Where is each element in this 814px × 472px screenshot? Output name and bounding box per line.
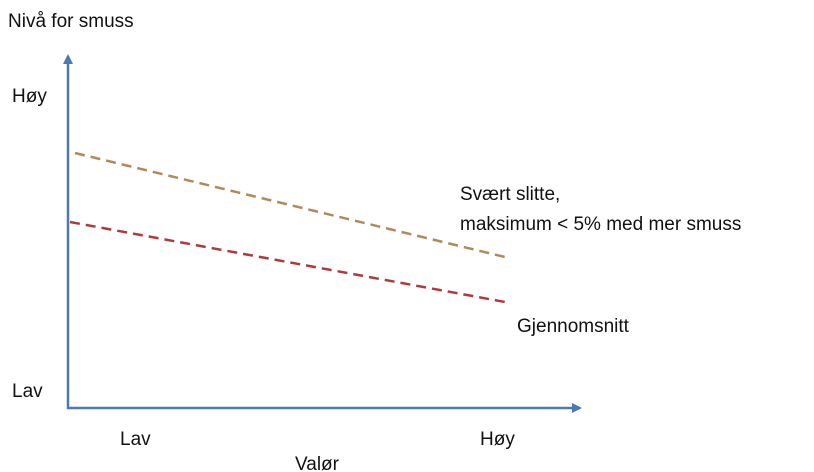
average-line bbox=[69, 220, 506, 304]
line-label: Gjennomsnitt bbox=[517, 316, 630, 337]
y-axis-title: Nivå for smuss bbox=[8, 11, 134, 32]
worn-line bbox=[74, 151, 506, 259]
y-high-label: Høy bbox=[12, 86, 47, 107]
x-low-label: Lav bbox=[120, 429, 151, 450]
y-low-label: Lav bbox=[12, 381, 43, 402]
x-axis-title: Valør bbox=[295, 454, 340, 472]
x-high-label: Høy bbox=[480, 429, 515, 450]
line-label: maksimum < 5% med mer smuss bbox=[460, 214, 741, 235]
line-label: Svært slitte, bbox=[460, 184, 560, 205]
